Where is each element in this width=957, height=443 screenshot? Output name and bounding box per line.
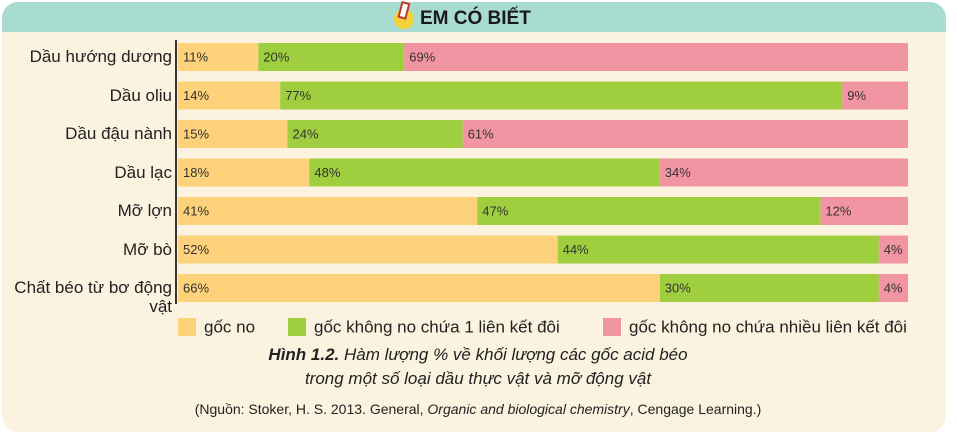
caption-label: Hình 1.2. [268,345,340,364]
category-box: Chất béo từ bơ động vật [14,278,172,316]
caption: Hình 1.2. Hàm lượng % về khối lượng các … [250,343,706,391]
bar-segment [659,158,908,187]
value-label: 52% [183,242,209,257]
bar-segment [178,120,288,148]
value-label: 9% [847,88,866,103]
source-part: (Nguồn: Stoker, H. S. 2013. General, [195,401,428,417]
legend-swatch [288,318,306,336]
value-label: 47% [482,203,508,218]
caption-box: Hình 1.2. Hàm lượng % về khối lượng các … [250,343,706,391]
value-label: 20% [263,49,289,64]
category-box: Dầu lạc [114,162,172,182]
value-label: 41% [183,203,209,218]
value-label: 66% [183,280,209,295]
bar-segment [878,274,908,302]
legend-swatch [603,318,621,336]
value-label: 12% [825,203,851,218]
legend-swatch [178,318,196,336]
value-label: 4% [884,242,903,257]
value-label: 11% [183,49,208,64]
value-label: 14% [183,88,209,103]
category-label: Dầu lạc [114,162,172,182]
value-label: 15% [183,126,209,141]
category-label: Dầu oliu [109,85,172,105]
value-label: 61% [468,126,494,141]
pencil-icon [394,1,414,29]
bar-segment [178,235,558,264]
category-box: Dầu đậu nành [65,124,172,143]
bar-segment [178,197,478,225]
header-title: EM CÓ BIẾT [420,7,531,29]
category-label: Dầu đậu nành [65,124,172,143]
bar-segment [178,274,660,302]
bar-segment [820,197,908,225]
value-label: 4% [884,280,903,295]
category-label: Mỡ bò [123,239,172,259]
category-label: Dầu hướng dương [29,47,172,66]
legend-label: gốc không no chứa 1 liên kết đôi [314,317,560,336]
bar-segment [477,197,821,225]
bar-segment [178,158,310,187]
category-label: Chất béo từ bơ động vật [14,278,172,316]
value-label: 69% [409,49,435,64]
value-label: 34% [665,165,691,180]
header-band [2,2,946,32]
category-box: Dầu hướng dương [29,47,172,66]
source-part: , Cengage Learning.) [630,401,762,417]
category-box: Mỡ lợn [117,201,172,220]
value-label: 30% [665,280,691,295]
bar-segment [404,43,908,71]
caption-text: Hàm lượng % về khối lượng các gốc acid b… [304,345,688,388]
bar-segment [258,43,405,71]
category-box: Dầu oliu [109,85,172,105]
legend-label: gốc không no chứa nhiều liên kết đôi [629,317,907,336]
source: (Nguồn: Stoker, H. S. 2013. General, Org… [195,401,762,417]
value-label: 48% [314,165,340,180]
bar-segment [309,158,660,187]
bar-segment [878,235,908,264]
source-part: Organic and biological chemistry [427,401,630,417]
bar-segment [287,120,463,148]
value-label: 77% [285,88,311,103]
bar-segment [659,274,879,302]
value-label: 44% [563,242,589,257]
bar-segment [178,43,259,71]
bar-segment [280,81,843,110]
category-label: Mỡ lợn [117,201,172,220]
bar-segment [557,235,879,264]
category-box: Mỡ bò [123,239,172,259]
bar-segment [842,81,908,110]
bar-segment [178,81,281,110]
legend-label: gốc no [204,317,255,336]
bar-segment [462,120,908,148]
value-label: 18% [183,165,209,180]
value-label: 24% [293,126,319,141]
